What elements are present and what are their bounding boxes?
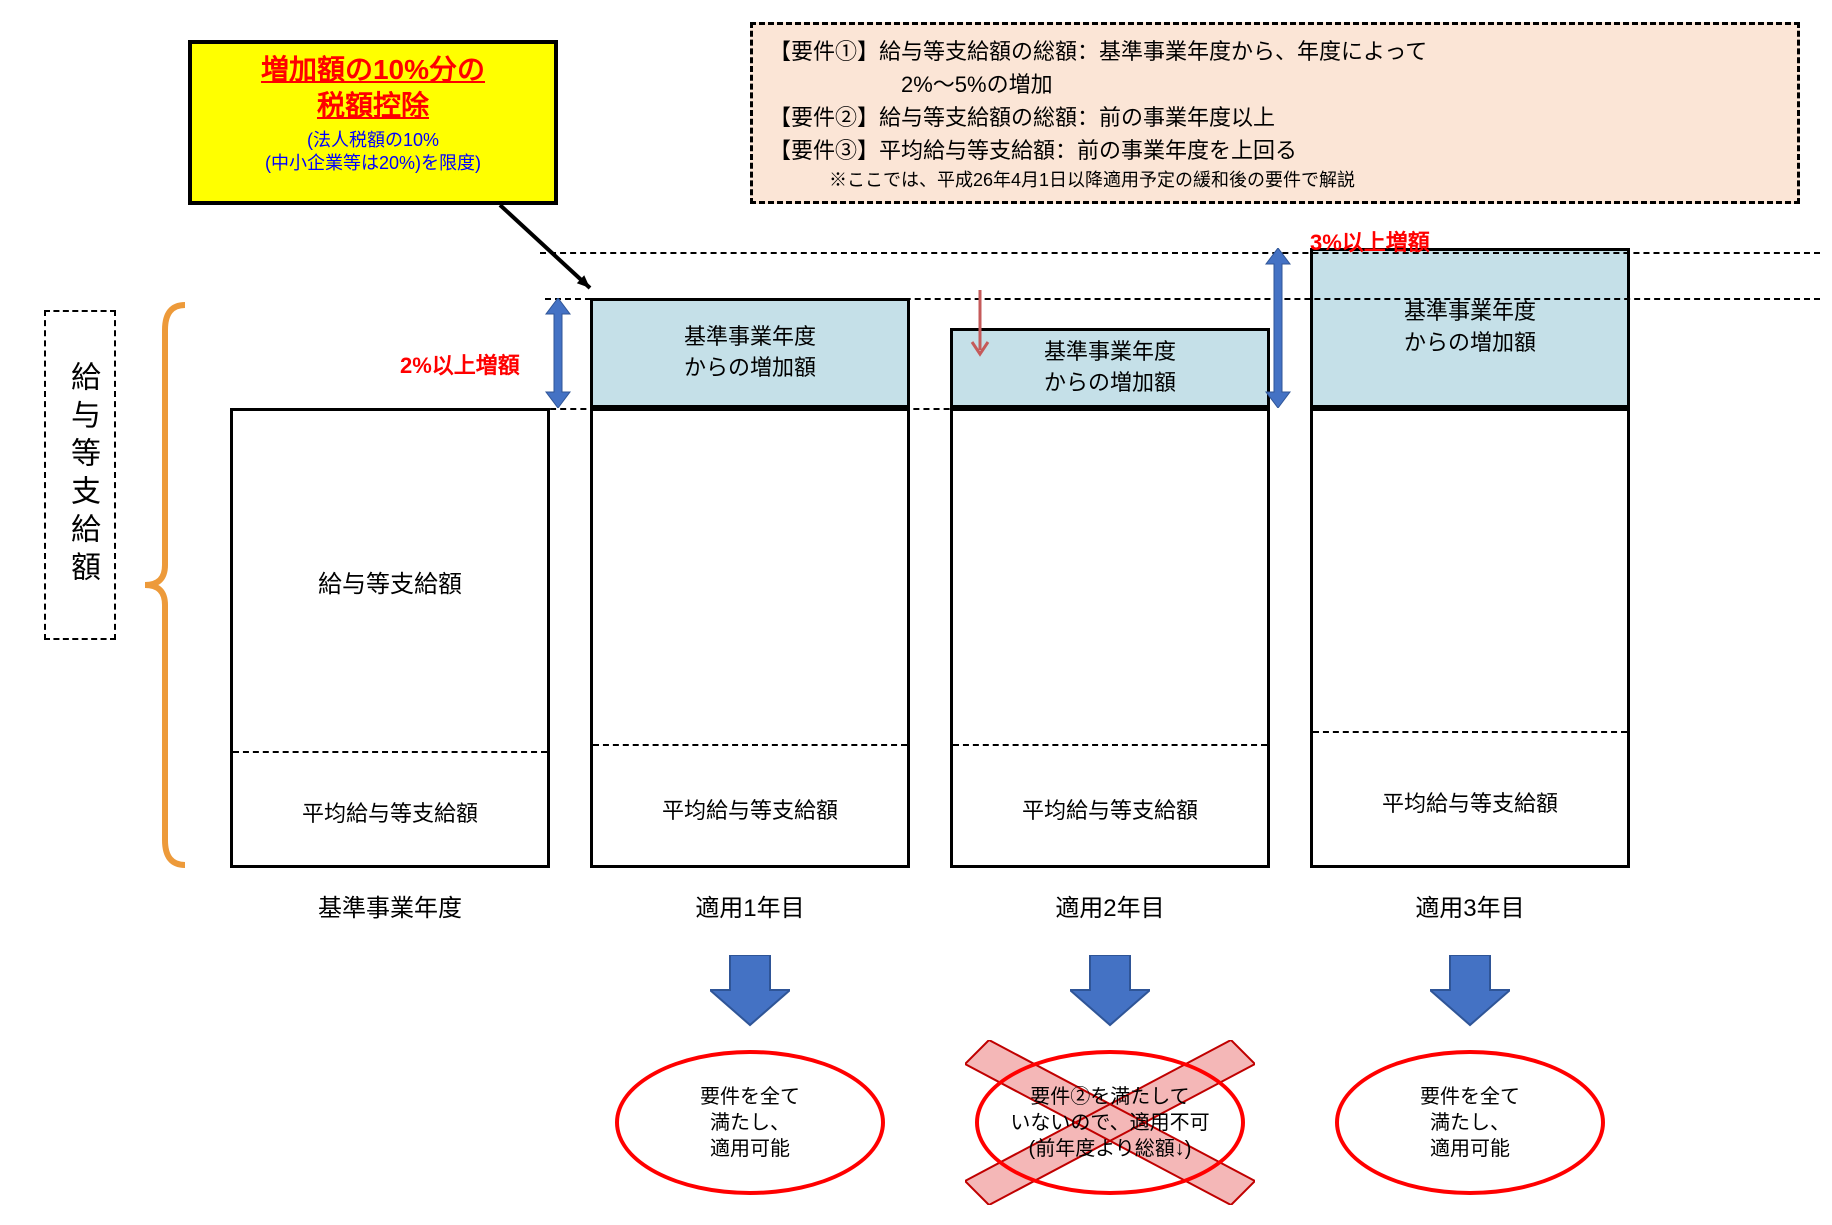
tax-deduction-callout: 増加額の10%分の税額控除(法人税額の10%(中小企業等は20%)を限度)	[188, 40, 558, 205]
bar-mid-label: 給与等支給額	[233, 411, 547, 751]
result-ellipse: 要件を全て満たし、適用可能	[1335, 1050, 1605, 1195]
x-axis-label: 基準事業年度	[230, 888, 550, 923]
increase-label: 3%以上増額	[1310, 225, 1430, 257]
bar-increase-segment: 基準事業年度からの増加額	[590, 298, 910, 408]
increase-arrow-icon	[542, 298, 574, 408]
guide-line	[545, 298, 1820, 300]
bar-column: 平均給与等支給額	[590, 408, 910, 868]
bar-bottom-label: 平均給与等支給額	[953, 744, 1267, 871]
requirement-line: 2%～5%の増加	[769, 68, 1781, 101]
bar-bottom-label: 平均給与等支給額	[233, 751, 547, 871]
callout-title: 増加額の10%分の税額控除	[196, 52, 550, 125]
requirement-line: 【要件①】給与等支給額の総額：基準事業年度から、年度によって	[769, 35, 1781, 68]
x-axis-label: 適用1年目	[590, 888, 910, 923]
result-arrow-icon	[1070, 955, 1150, 1035]
bar-bottom-label: 平均給与等支給額	[593, 744, 907, 871]
callout-subtitle: (法人税額の10%(中小企業等は20%)を限度)	[196, 129, 550, 176]
bar-column: 給与等支給額平均給与等支給額	[230, 408, 550, 868]
bar-mid-label	[593, 411, 907, 744]
requirement-line: 【要件②】給与等支給額の総額：前の事業年度以上	[769, 101, 1781, 134]
result-arrow-icon	[1430, 955, 1510, 1035]
requirement-line: 【要件③】平均給与等支給額：前の事業年度を上回る	[769, 134, 1781, 167]
increase-label: 2%以上増額	[400, 348, 520, 380]
result-ellipse: 要件②を満たしていないので、適用不可(前年度より総額↓)	[975, 1050, 1245, 1195]
bar-column: 平均給与等支給額	[950, 408, 1270, 868]
bar-bottom-label: 平均給与等支給額	[1313, 731, 1627, 871]
decrease-arrow-icon	[970, 290, 990, 362]
x-axis-label: 適用2年目	[950, 888, 1270, 923]
bar-increase-segment: 基準事業年度からの増加額	[1310, 248, 1630, 408]
pointer-arrow-icon	[495, 200, 605, 303]
bar-column: 平均給与等支給額	[1310, 408, 1630, 868]
guide-line	[540, 252, 1820, 254]
brace-icon	[135, 300, 195, 870]
bar-mid-label	[1313, 411, 1627, 731]
y-axis-label: 給与等支給額	[44, 310, 116, 640]
result-ellipse: 要件を全て満たし、適用可能	[615, 1050, 885, 1195]
bar-mid-label	[953, 411, 1267, 744]
requirement-note: ※ここでは、平成26年4月1日以降適用予定の緩和後の要件で解説	[829, 167, 1781, 194]
increase-arrow-icon	[1262, 248, 1294, 408]
bar-increase-segment: 基準事業年度からの増加額	[950, 328, 1270, 408]
requirements-box: 【要件①】給与等支給額の総額：基準事業年度から、年度によって 2%～5%の増加【…	[750, 22, 1800, 204]
result-arrow-icon	[710, 955, 790, 1035]
guide-line	[540, 408, 990, 410]
x-axis-label: 適用3年目	[1310, 888, 1630, 923]
